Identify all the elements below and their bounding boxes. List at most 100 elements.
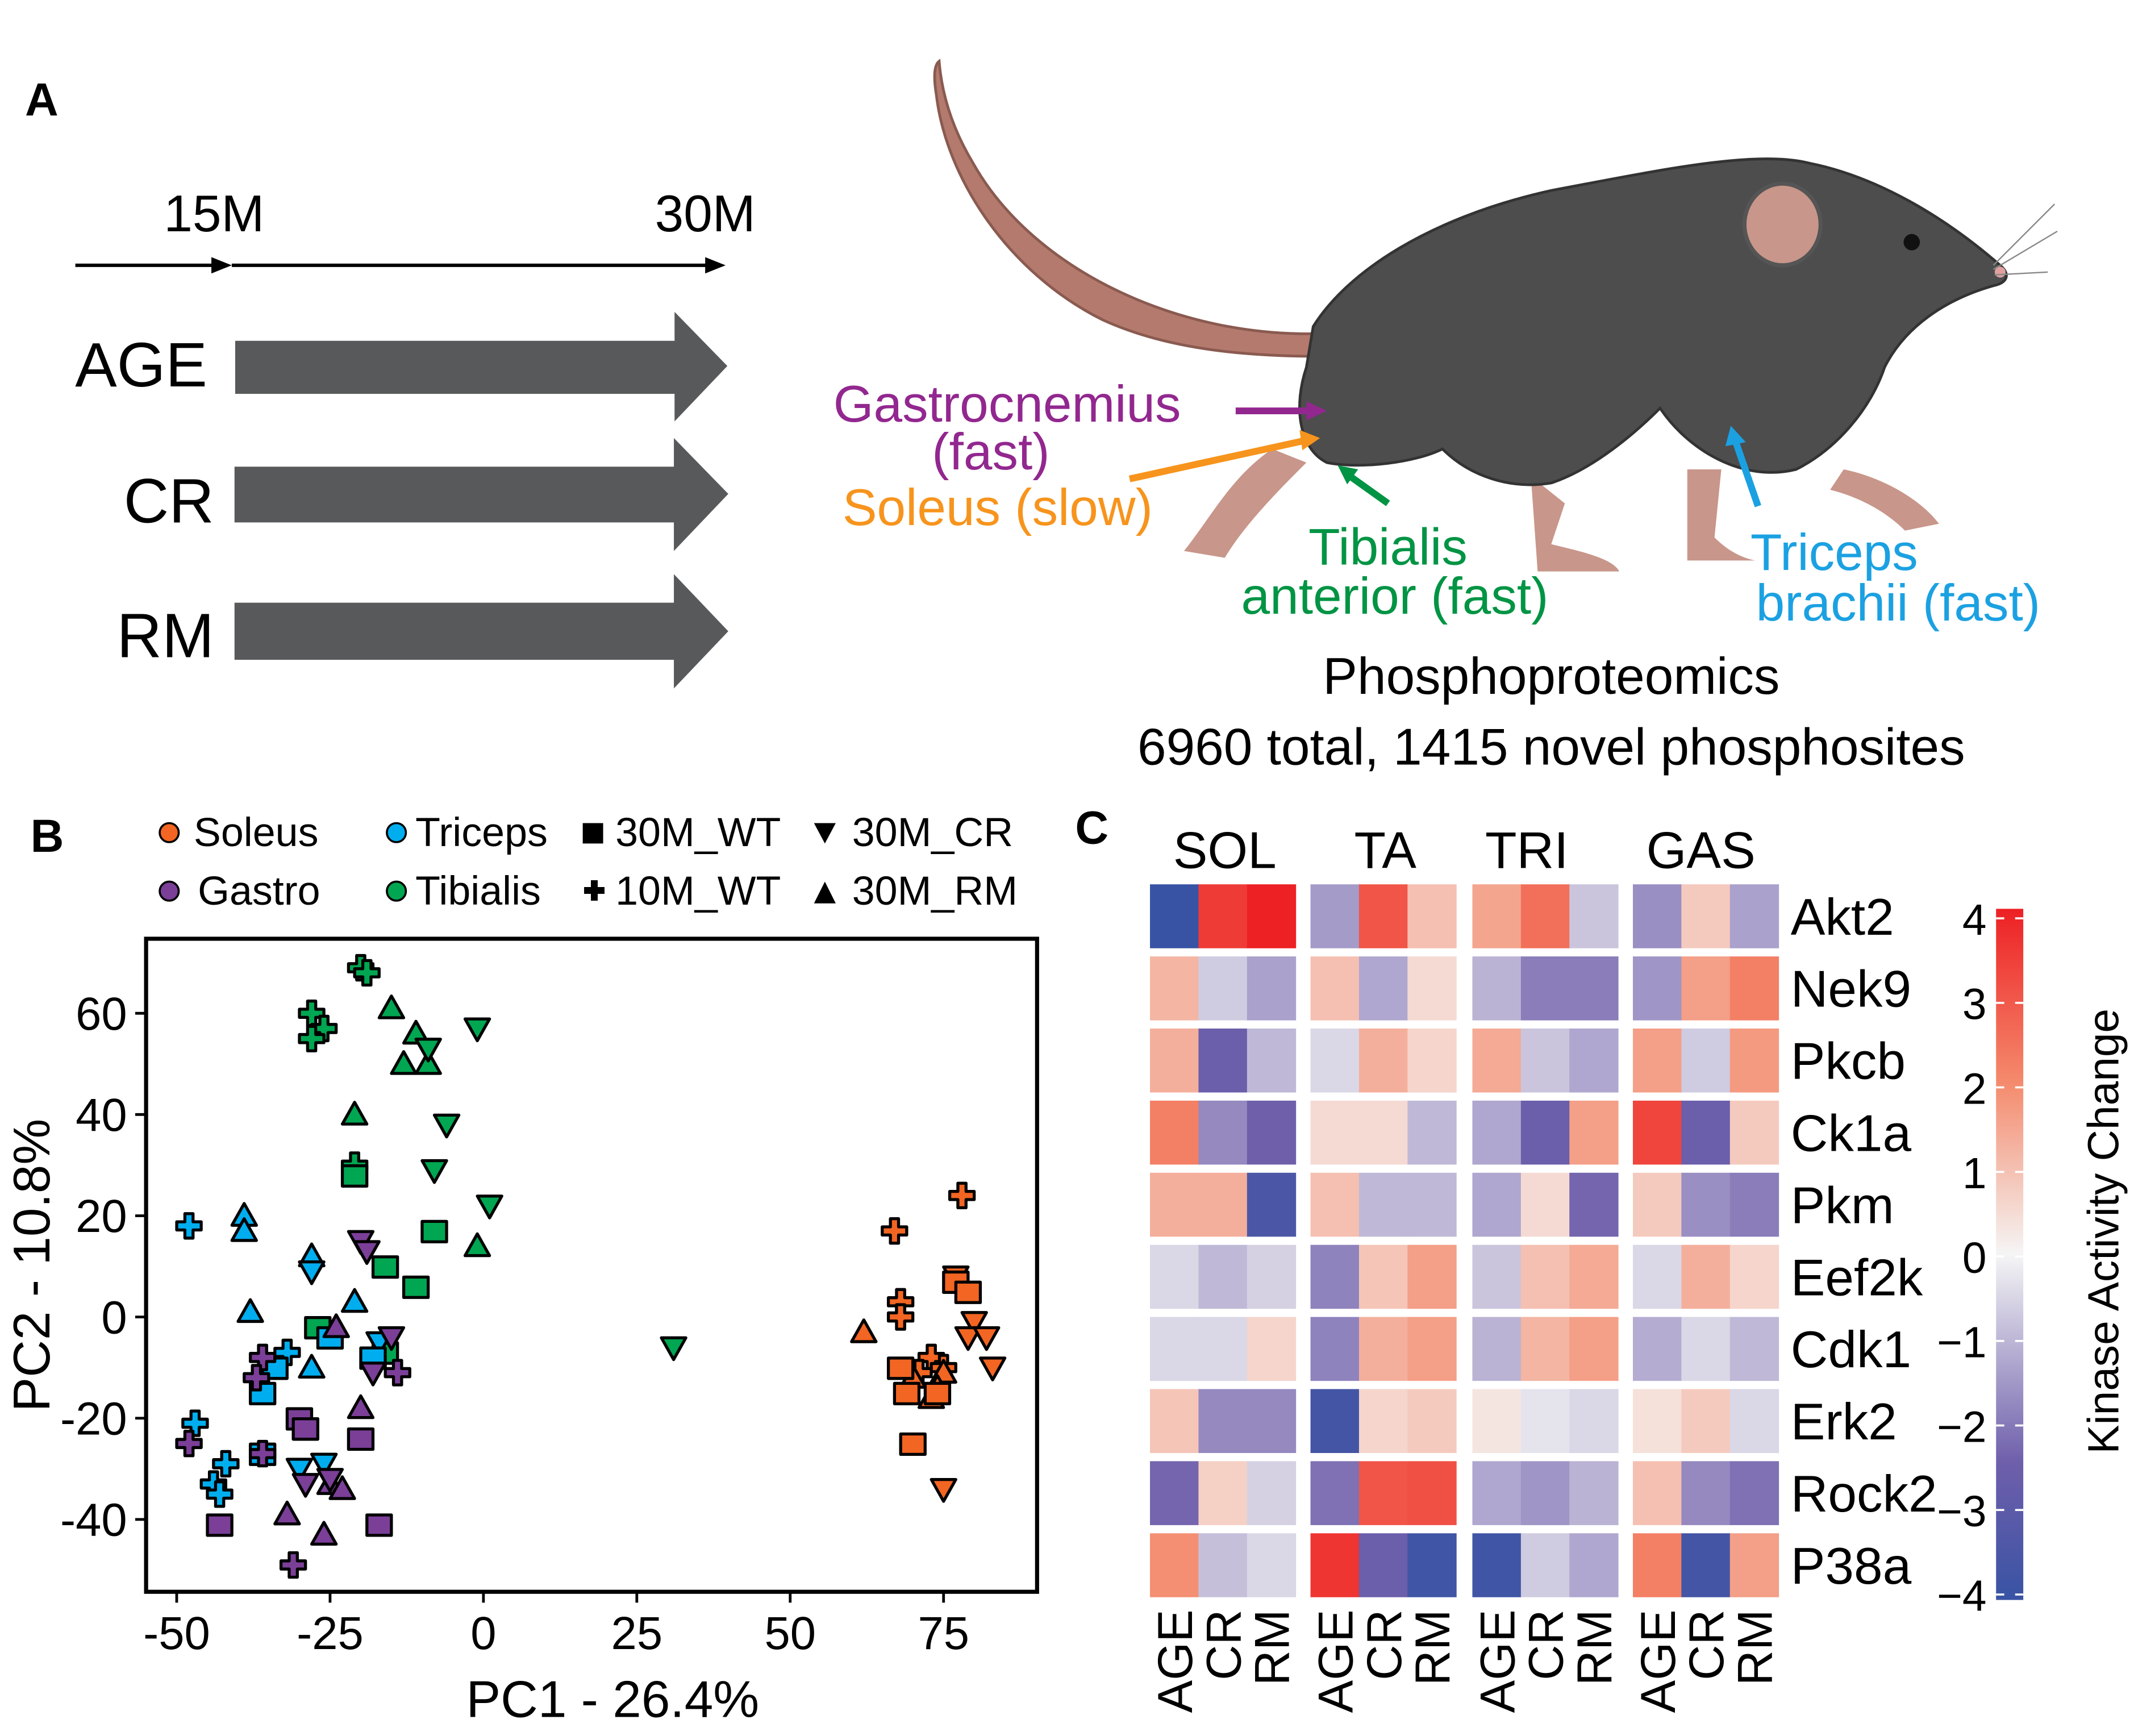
legend-marker-soleus xyxy=(159,822,180,843)
heatmap-cell-pkm-tri-rm xyxy=(1569,1172,1619,1237)
legend-label-30m-wt: 30M_WT xyxy=(615,810,781,855)
heatmap-group-label-sol: SOL xyxy=(1173,822,1277,880)
colorbar-ticks: 4 3 2 1 0 −1 −2 −3 −4 xyxy=(1937,896,2024,1621)
heatmap-cell-rock2-ta-age xyxy=(1310,1461,1360,1525)
pca-point-gastro-10m_wt xyxy=(248,1343,277,1372)
heatmap-cell-nek9-tri-cr xyxy=(1520,956,1570,1021)
triceps-label: Triceps xyxy=(1750,524,1918,581)
y-tick-label: -40 xyxy=(60,1494,127,1546)
pca-point-gastro-30m_rm xyxy=(347,1394,375,1419)
legend-label-triceps: Triceps xyxy=(415,810,548,855)
pca-point-gastro-30m_wt xyxy=(291,1417,319,1441)
gastrocnemius-label: Gastrocnemius xyxy=(833,376,1181,433)
colorbar xyxy=(1996,909,2024,1600)
group-label-cr: CR xyxy=(124,466,214,536)
colorbar-tick-label: 2 xyxy=(1962,1065,1987,1113)
panel-b-label: B xyxy=(31,810,64,862)
pca-point-gastro-30m_cr xyxy=(359,1362,387,1387)
pca-point-gastro-30m_cr xyxy=(353,1240,381,1265)
heatmap-cell-pkm-tri-age xyxy=(1472,1172,1522,1237)
legend-label-30m-cr: 30M_CR xyxy=(852,810,1013,855)
y-tick-label: 0 xyxy=(101,1292,127,1343)
heatmap-cell-rock2-sol-cr xyxy=(1198,1461,1248,1525)
legend-marker-triangle-down-icon xyxy=(814,823,836,844)
group-arrow-cr: CR xyxy=(124,438,728,551)
heatmap-cell-pkm-ta-age xyxy=(1310,1172,1360,1237)
heatmap-cell-erk2-tri-age xyxy=(1472,1389,1522,1454)
heatmap-column-label: CR xyxy=(1519,1609,1574,1680)
heatmap-row-label-pkm: Pkm xyxy=(1791,1177,1894,1234)
heatmap-cell-erk2-ta-rm xyxy=(1407,1389,1457,1454)
pca-point-soleus-30m_cr xyxy=(960,1311,988,1336)
heatmap-cell-eef2k-sol-age xyxy=(1150,1244,1199,1309)
heatmap-cell-cdk1-gas-age xyxy=(1632,1317,1682,1381)
heatmap-cell-nek9-sol-cr xyxy=(1198,956,1248,1021)
heatmap-cell-p38a-tri-age xyxy=(1472,1533,1522,1597)
heatmap-row-label-rock2: Rock2 xyxy=(1791,1466,1937,1523)
y-tick-label: 20 xyxy=(76,1190,127,1242)
pca-axes: -50 -25 0 25 50 75 60 40 20 0 -20 -40 xyxy=(60,988,969,1659)
heatmap-cell-eef2k-ta-cr xyxy=(1358,1244,1408,1309)
heatmap-column-label: RM xyxy=(1568,1609,1622,1685)
heatmap-cell-ck1a-gas-rm xyxy=(1729,1100,1779,1165)
muscle-label-soleus: Soleus (slow) xyxy=(843,430,1320,536)
pca-point-gastro-30m_cr xyxy=(377,1326,406,1351)
pca-point-gastro-30m_rm xyxy=(328,1475,356,1500)
pca-point-soleus-30m_cr xyxy=(973,1326,1001,1351)
heatmap-row-label-nek9: Nek9 xyxy=(1791,961,1911,1018)
group-label-rm: RM xyxy=(117,601,214,671)
x-tick-label: -50 xyxy=(143,1608,210,1659)
heatmap-cell-rock2-tri-rm xyxy=(1569,1461,1619,1525)
panel-a: A 15M 30M AGE CR RM xyxy=(25,59,2058,776)
heatmap-cell-erk2-gas-age xyxy=(1632,1389,1682,1454)
heatmap-cell-rock2-tri-cr xyxy=(1520,1461,1570,1525)
pca-point-tibialis-30m_rm xyxy=(414,1050,442,1075)
legend-label-10m-wt: 10M_WT xyxy=(615,868,781,914)
pca-point-gastro-10m_wt xyxy=(248,1439,277,1468)
heatmap-cell-pkcb-tri-cr xyxy=(1520,1029,1570,1093)
pca-point-triceps-30m_rm xyxy=(298,1354,326,1379)
heatmap-column-label: AGE xyxy=(1470,1609,1525,1713)
summary-text: 6960 total, 1415 novel phosphosites xyxy=(1137,719,1965,776)
timeline-end-label: 30M xyxy=(655,185,756,243)
pca-point-triceps-10m_wt xyxy=(273,1338,301,1367)
timeline-start-label: 15M xyxy=(164,185,264,243)
group-arrow-rm: RM xyxy=(117,574,728,689)
heatmap-cell-akt2-ta-cr xyxy=(1358,884,1408,948)
pca-point-tibialis-30m_cr xyxy=(432,1113,461,1139)
pca-point-triceps-10m_wt xyxy=(175,1212,203,1240)
pca-point-soleus-30m_wt xyxy=(923,1381,952,1405)
pca-point-tibialis-30m_cr xyxy=(463,1017,491,1043)
heatmap-row-label-akt2: Akt2 xyxy=(1791,889,1894,946)
pca-point-tibialis-30m_rm xyxy=(390,1050,418,1075)
heatmap-cell-akt2-sol-cr xyxy=(1198,884,1248,948)
heatmap-cell-p38a-ta-cr xyxy=(1358,1533,1408,1597)
heatmap-cell-ck1a-tri-cr xyxy=(1520,1100,1570,1165)
legend-marker-triceps xyxy=(386,822,407,843)
heatmap-cell-cdk1-ta-age xyxy=(1310,1317,1360,1381)
pca-point-tibialis-30m_cr xyxy=(414,1038,442,1063)
timeline-arrow xyxy=(75,257,726,274)
pca-point-soleus-30m_cr xyxy=(978,1356,1007,1381)
heatmap-group-label-ta: TA xyxy=(1354,822,1416,880)
y-tick-label: 40 xyxy=(76,1089,127,1141)
heatmap-cell-rock2-gas-rm xyxy=(1729,1461,1779,1525)
heatmap-cell-rock2-sol-rm xyxy=(1247,1461,1297,1525)
pca-point-tibialis-30m_wt xyxy=(371,1255,399,1279)
pca-point-gastro-30m_rm xyxy=(273,1500,301,1526)
heatmap-cell-pkm-sol-rm xyxy=(1247,1172,1297,1237)
heatmap-cell-rock2-sol-age xyxy=(1150,1461,1199,1525)
heatmap-cell-eef2k-gas-rm xyxy=(1729,1244,1779,1309)
heatmap-cell-p38a-tri-cr xyxy=(1520,1533,1570,1597)
panel-a-label: A xyxy=(25,74,59,126)
heatmap-cell-nek9-gas-rm xyxy=(1729,956,1779,1021)
legend-label-soleus: Soleus xyxy=(194,810,319,855)
pca-point-tibialis-30m_rm xyxy=(402,1019,430,1045)
pca-plot-frame xyxy=(144,936,1039,1594)
heatmap-cell-ck1a-tri-rm xyxy=(1569,1100,1619,1165)
heatmap-cell-nek9-sol-rm xyxy=(1247,956,1297,1021)
muscle-label-tibialis: Tibialis anterior (fast) xyxy=(1241,465,1548,625)
pca-point-gastro-30m_rm xyxy=(310,1521,338,1546)
heatmap-cell-p38a-ta-rm xyxy=(1407,1533,1457,1597)
pca-point-triceps-10m_wt xyxy=(199,1470,227,1498)
